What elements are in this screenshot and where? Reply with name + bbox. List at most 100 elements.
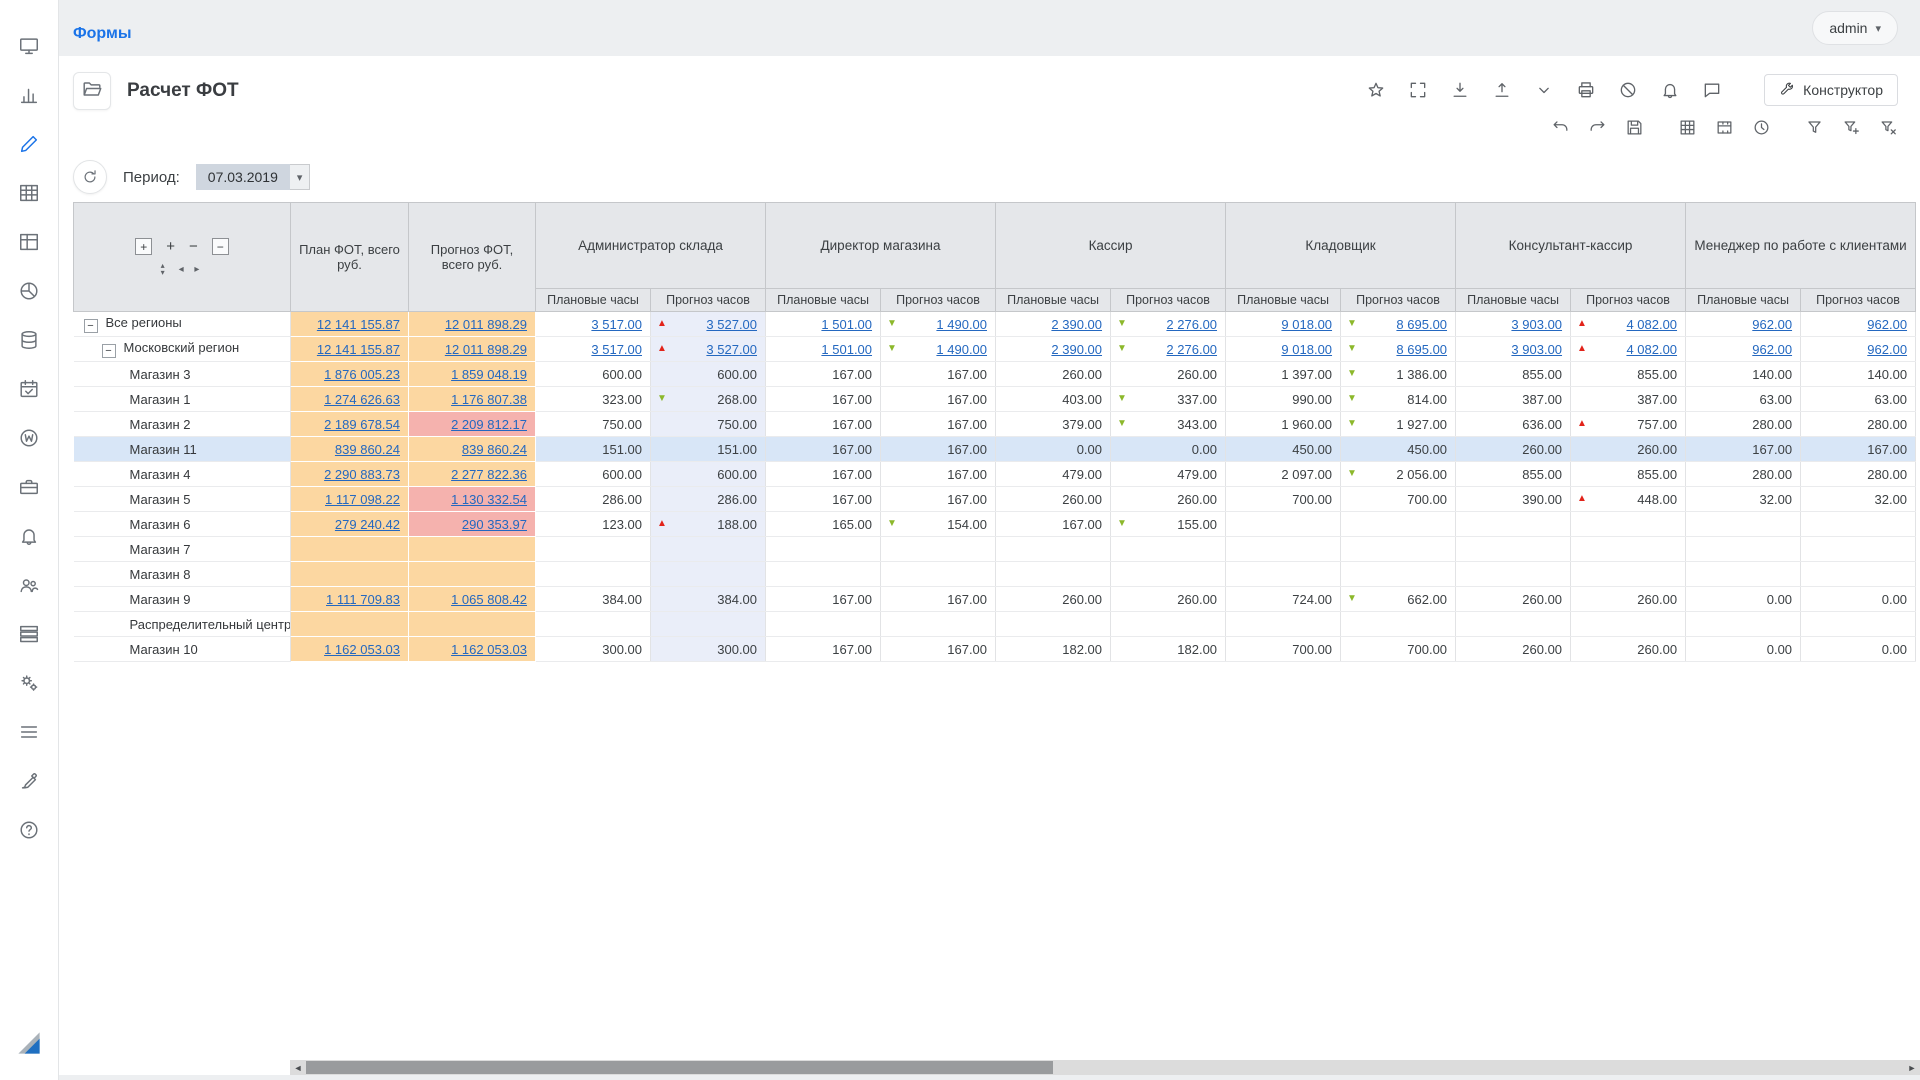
cell[interactable]: 3 903.00 (1455, 311, 1572, 337)
horizontal-scrollbar[interactable]: ◄ ► (290, 1060, 1920, 1075)
cell[interactable] (765, 611, 882, 637)
cell-value-link[interactable]: 3 903.00 (1511, 316, 1563, 332)
cell-value-link[interactable]: 3 527.00 (706, 341, 758, 357)
cell[interactable] (1570, 611, 1687, 637)
row-label[interactable]: Распределительный центр (73, 611, 291, 637)
cell[interactable]: 479.00 (995, 461, 1112, 487)
filter-icon[interactable] (1805, 118, 1824, 137)
cell-value-link[interactable]: 1 117 098.22 (325, 491, 400, 507)
column-subheader-plan-hours[interactable]: Плановые часы (535, 288, 651, 312)
cell[interactable] (1800, 561, 1917, 587)
cell[interactable] (1110, 611, 1227, 637)
cell[interactable] (535, 611, 651, 637)
column-group-header[interactable]: Директор магазина (765, 202, 997, 289)
gridlines-icon[interactable] (1678, 118, 1697, 137)
cell[interactable] (1570, 561, 1687, 587)
cell[interactable]: 167.00 (1800, 436, 1917, 462)
cell[interactable] (995, 536, 1112, 562)
cell[interactable]: 750.00 (650, 411, 767, 437)
brush-icon[interactable] (11, 769, 47, 793)
cell-value-link[interactable]: 2 390.00 (1051, 316, 1103, 332)
filter-clear-icon[interactable] (1879, 118, 1898, 137)
cell-value-link[interactable]: 1 876 005.23 (324, 366, 400, 382)
cell[interactable] (1225, 536, 1342, 562)
cell[interactable]: 384.00 (535, 586, 651, 612)
scroll-left-button[interactable]: ◄ (293, 1062, 303, 1073)
cell-value-link[interactable]: 1 162 053.03 (324, 641, 400, 657)
cell[interactable]: 2 390.00 (995, 336, 1112, 362)
cell-value-link[interactable]: 1 490.00 (936, 341, 988, 357)
cell[interactable]: 2 097.00 (1225, 461, 1342, 487)
cell[interactable] (1455, 536, 1572, 562)
expand-level-button[interactable]: + (166, 238, 175, 255)
cell[interactable] (290, 536, 409, 562)
cell[interactable]: ▲ 188.00 (650, 511, 767, 537)
scroll-right-button[interactable]: ► (1907, 1062, 1917, 1073)
cell-value-link[interactable]: 4 082.00 (1626, 316, 1678, 332)
cell-value-link[interactable]: 1 501.00 (821, 341, 873, 357)
cell[interactable]: 167.00 (765, 411, 882, 437)
cell[interactable]: 260.00 (995, 586, 1112, 612)
cell[interactable] (1455, 561, 1572, 587)
wiki-icon[interactable] (11, 426, 47, 450)
period-dropdown-button[interactable]: ▾ (289, 164, 311, 190)
cell[interactable] (1800, 611, 1917, 637)
cell[interactable]: 0.00 (1685, 586, 1802, 612)
cell[interactable]: ▼ 1 386.00 (1340, 361, 1457, 387)
cell[interactable]: 2 277 822.36 (408, 461, 536, 487)
cell-value-link[interactable]: 1 065 808.42 (451, 591, 527, 607)
cell[interactable]: 2 290 883.73 (290, 461, 409, 487)
cell[interactable] (408, 561, 536, 587)
scrollbar-thumb[interactable] (306, 1061, 1053, 1074)
cell[interactable]: 280.00 (1685, 461, 1802, 487)
cell[interactable]: ▼ 1 927.00 (1340, 411, 1457, 437)
row-label[interactable]: Магазин 3 (73, 361, 291, 387)
breadcrumb[interactable]: Формы (73, 25, 132, 42)
cell[interactable]: 280.00 (1800, 461, 1917, 487)
cell[interactable] (1340, 611, 1457, 637)
column-subheader-plan-hours[interactable]: Плановые часы (765, 288, 882, 312)
cell[interactable]: 2 390.00 (995, 311, 1112, 337)
cell-value-link[interactable]: 12 011 898.29 (444, 316, 527, 332)
edit-icon[interactable] (11, 132, 47, 156)
cell-value-link[interactable]: 1 130 332.54 (451, 491, 527, 507)
column-subheader-plan-hours[interactable]: Плановые часы (995, 288, 1112, 312)
row-label[interactable]: Магазин 8 (73, 561, 291, 587)
cell[interactable]: 167.00 (880, 461, 997, 487)
cell-value-link[interactable]: 3 903.00 (1511, 341, 1563, 357)
cell[interactable]: 700.00 (1225, 486, 1342, 512)
menu-icon[interactable] (11, 720, 47, 744)
cell[interactable]: ▼ 343.00 (1110, 411, 1227, 437)
cell[interactable]: 300.00 (650, 636, 767, 662)
cell[interactable]: 260.00 (1110, 361, 1227, 387)
cell[interactable]: 167.00 (1685, 436, 1802, 462)
row-label[interactable]: Магазин 4 (73, 461, 291, 487)
history-clock-icon[interactable] (1752, 118, 1771, 137)
cell[interactable]: 2 189 678.54 (290, 411, 409, 437)
cell[interactable]: 390.00 (1455, 486, 1572, 512)
save-icon[interactable] (1625, 118, 1644, 137)
database-icon[interactable] (11, 328, 47, 352)
cell[interactable]: 63.00 (1800, 386, 1917, 412)
cell[interactable]: 600.00 (535, 461, 651, 487)
column-subheader-forecast-hours[interactable]: Прогноз часов (1800, 288, 1917, 312)
cell-value-link[interactable]: 1 859 048.19 (451, 366, 527, 382)
cell[interactable]: 387.00 (1455, 386, 1572, 412)
cell-value-link[interactable]: 2 277 822.36 (451, 466, 527, 482)
cell[interactable] (1110, 536, 1227, 562)
cell-value-link[interactable]: 9 018.00 (1281, 341, 1333, 357)
cell[interactable]: 286.00 (535, 486, 651, 512)
cell[interactable]: ▼ 814.00 (1340, 386, 1457, 412)
cell[interactable]: 855.00 (1570, 461, 1687, 487)
cell-value-link[interactable]: 12 141 155.87 (316, 316, 400, 332)
cell[interactable]: 0.00 (1800, 586, 1917, 612)
cell[interactable] (1225, 561, 1342, 587)
cell[interactable]: ▲ 4 082.00 (1570, 336, 1687, 362)
cell[interactable] (535, 561, 651, 587)
column-group-header[interactable]: Администратор склада (534, 202, 767, 289)
cell-value-link[interactable]: 962.00 (1752, 341, 1793, 357)
cell[interactable]: ▲ 4 082.00 (1570, 311, 1687, 337)
cell[interactable]: 123.00 (535, 511, 651, 537)
column-group-header[interactable]: Кассир (995, 202, 1227, 289)
cell-value-link[interactable]: 1 162 053.03 (451, 641, 527, 657)
